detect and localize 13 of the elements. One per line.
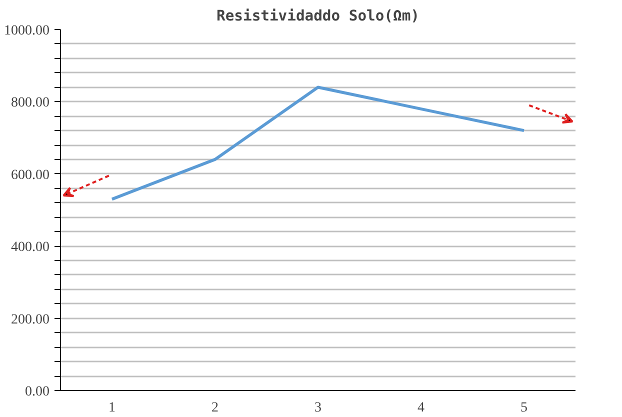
x-tick-label: 4 [418,400,424,416]
y-tick-label: 800.00 [11,96,50,111]
y-tick-label: 200.00 [11,312,50,328]
x-tick-label: 2 [212,400,218,416]
y-tick-label: 1000.00 [4,24,50,38]
x-tick-label: 3 [314,400,322,416]
y-tick-label: 600.00 [11,168,50,183]
y-tick-label: 400.00 [11,240,50,256]
x-tick-label: 1 [108,400,116,416]
chart-title: Resistividaddo Solo(Ωm) [216,8,420,24]
line-series [110,86,526,201]
x-tick-label: 5 [520,400,528,416]
y-tick-label: 0.00 [25,384,50,400]
